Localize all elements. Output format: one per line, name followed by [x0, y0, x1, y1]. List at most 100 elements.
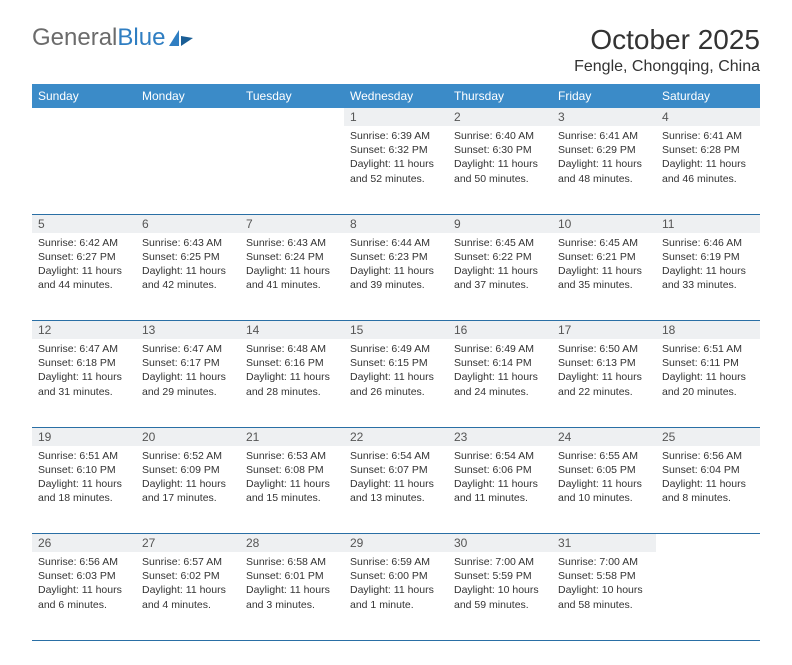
day-number-cell: 20: [136, 427, 240, 446]
day-details: Sunrise: 7:00 AMSunset: 5:59 PMDaylight:…: [448, 552, 552, 618]
day-details: Sunrise: 6:55 AMSunset: 6:05 PMDaylight:…: [552, 446, 656, 512]
day-cell: Sunrise: 6:48 AMSunset: 6:16 PMDaylight:…: [240, 339, 344, 427]
day-number: 5: [32, 215, 136, 233]
day-cell: Sunrise: 6:50 AMSunset: 6:13 PMDaylight:…: [552, 339, 656, 427]
calendar-week-row: Sunrise: 6:56 AMSunset: 6:03 PMDaylight:…: [32, 552, 760, 640]
day-cell: Sunrise: 6:40 AMSunset: 6:30 PMDaylight:…: [448, 126, 552, 214]
day-number-cell: 10: [552, 214, 656, 233]
day-number-cell: [32, 108, 136, 126]
day-number-cell: 21: [240, 427, 344, 446]
day-number-cell: 9: [448, 214, 552, 233]
day-cell: Sunrise: 6:56 AMSunset: 6:03 PMDaylight:…: [32, 552, 136, 640]
day-cell: Sunrise: 6:54 AMSunset: 6:07 PMDaylight:…: [344, 446, 448, 534]
day-details: Sunrise: 6:49 AMSunset: 6:14 PMDaylight:…: [448, 339, 552, 405]
day-details: Sunrise: 6:47 AMSunset: 6:18 PMDaylight:…: [32, 339, 136, 405]
day-number: 30: [448, 534, 552, 552]
weekday-header: Monday: [136, 84, 240, 108]
day-cell: Sunrise: 6:47 AMSunset: 6:18 PMDaylight:…: [32, 339, 136, 427]
day-number-cell: 30: [448, 534, 552, 553]
day-number-cell: 2: [448, 108, 552, 126]
day-details: Sunrise: 6:39 AMSunset: 6:32 PMDaylight:…: [344, 126, 448, 192]
day-number: 4: [656, 108, 760, 126]
calendar-table: SundayMondayTuesdayWednesdayThursdayFrid…: [32, 84, 760, 641]
title-block: October 2025 Fengle, Chongqing, China: [574, 24, 760, 76]
day-cell: Sunrise: 6:58 AMSunset: 6:01 PMDaylight:…: [240, 552, 344, 640]
daynum-row: 19202122232425: [32, 427, 760, 446]
day-number-cell: 27: [136, 534, 240, 553]
day-number: 17: [552, 321, 656, 339]
day-number: 21: [240, 428, 344, 446]
day-details: Sunrise: 6:53 AMSunset: 6:08 PMDaylight:…: [240, 446, 344, 512]
brand-part2: Blue: [117, 24, 165, 51]
day-number: 15: [344, 321, 448, 339]
day-number-cell: 25: [656, 427, 760, 446]
day-details: Sunrise: 6:54 AMSunset: 6:07 PMDaylight:…: [344, 446, 448, 512]
day-number-cell: 18: [656, 321, 760, 340]
weekday-header: Thursday: [448, 84, 552, 108]
day-details: Sunrise: 6:47 AMSunset: 6:17 PMDaylight:…: [136, 339, 240, 405]
brand-part1: General: [32, 24, 117, 51]
day-number: 10: [552, 215, 656, 233]
day-details: Sunrise: 6:42 AMSunset: 6:27 PMDaylight:…: [32, 233, 136, 299]
day-cell: Sunrise: 6:51 AMSunset: 6:11 PMDaylight:…: [656, 339, 760, 427]
day-cell: [136, 126, 240, 214]
day-number: 28: [240, 534, 344, 552]
day-number-cell: 3: [552, 108, 656, 126]
day-cell: Sunrise: 6:47 AMSunset: 6:17 PMDaylight:…: [136, 339, 240, 427]
calendar-week-row: Sunrise: 6:42 AMSunset: 6:27 PMDaylight:…: [32, 233, 760, 321]
day-number-cell: 7: [240, 214, 344, 233]
day-number-cell: 6: [136, 214, 240, 233]
day-number: 31: [552, 534, 656, 552]
day-details: Sunrise: 6:43 AMSunset: 6:24 PMDaylight:…: [240, 233, 344, 299]
day-details: Sunrise: 6:49 AMSunset: 6:15 PMDaylight:…: [344, 339, 448, 405]
day-number-cell: 11: [656, 214, 760, 233]
day-cell: [240, 126, 344, 214]
day-cell: Sunrise: 6:57 AMSunset: 6:02 PMDaylight:…: [136, 552, 240, 640]
calendar-week-row: Sunrise: 6:47 AMSunset: 6:18 PMDaylight:…: [32, 339, 760, 427]
header: GeneralBlue October 2025 Fengle, Chongqi…: [32, 24, 760, 76]
day-number: 11: [656, 215, 760, 233]
day-details: Sunrise: 6:45 AMSunset: 6:21 PMDaylight:…: [552, 233, 656, 299]
day-cell: Sunrise: 6:54 AMSunset: 6:06 PMDaylight:…: [448, 446, 552, 534]
day-number-cell: 13: [136, 321, 240, 340]
day-details: Sunrise: 6:56 AMSunset: 6:04 PMDaylight:…: [656, 446, 760, 512]
weekday-header: Saturday: [656, 84, 760, 108]
day-details: Sunrise: 6:45 AMSunset: 6:22 PMDaylight:…: [448, 233, 552, 299]
calendar-week-row: Sunrise: 6:39 AMSunset: 6:32 PMDaylight:…: [32, 126, 760, 214]
day-number-cell: 1: [344, 108, 448, 126]
day-cell: Sunrise: 6:45 AMSunset: 6:22 PMDaylight:…: [448, 233, 552, 321]
day-number-cell: 8: [344, 214, 448, 233]
day-details: Sunrise: 6:51 AMSunset: 6:10 PMDaylight:…: [32, 446, 136, 512]
day-number: [32, 108, 136, 126]
day-number: [240, 108, 344, 126]
day-number-cell: 17: [552, 321, 656, 340]
daynum-row: 1234: [32, 108, 760, 126]
day-details: Sunrise: 6:46 AMSunset: 6:19 PMDaylight:…: [656, 233, 760, 299]
weekday-header: Tuesday: [240, 84, 344, 108]
day-details: Sunrise: 6:41 AMSunset: 6:28 PMDaylight:…: [656, 126, 760, 192]
day-number: 23: [448, 428, 552, 446]
day-details: Sunrise: 6:41 AMSunset: 6:29 PMDaylight:…: [552, 126, 656, 192]
day-number: 9: [448, 215, 552, 233]
calendar-week-row: Sunrise: 6:51 AMSunset: 6:10 PMDaylight:…: [32, 446, 760, 534]
day-details: Sunrise: 6:58 AMSunset: 6:01 PMDaylight:…: [240, 552, 344, 618]
day-number: [656, 534, 760, 552]
day-number-cell: [656, 534, 760, 553]
brand-name: GeneralBlue: [32, 24, 165, 52]
day-cell: Sunrise: 6:41 AMSunset: 6:28 PMDaylight:…: [656, 126, 760, 214]
day-number: 3: [552, 108, 656, 126]
daynum-row: 262728293031: [32, 534, 760, 553]
day-number-cell: 5: [32, 214, 136, 233]
sail-icon: [167, 28, 195, 48]
day-number-cell: 12: [32, 321, 136, 340]
day-cell: Sunrise: 6:51 AMSunset: 6:10 PMDaylight:…: [32, 446, 136, 534]
day-number-cell: 26: [32, 534, 136, 553]
day-cell: Sunrise: 6:46 AMSunset: 6:19 PMDaylight:…: [656, 233, 760, 321]
brand-logo: GeneralBlue: [32, 24, 195, 52]
day-number-cell: 15: [344, 321, 448, 340]
day-details: Sunrise: 6:54 AMSunset: 6:06 PMDaylight:…: [448, 446, 552, 512]
day-details: Sunrise: 6:56 AMSunset: 6:03 PMDaylight:…: [32, 552, 136, 618]
day-number-cell: 29: [344, 534, 448, 553]
day-details: Sunrise: 6:43 AMSunset: 6:25 PMDaylight:…: [136, 233, 240, 299]
day-cell: Sunrise: 6:49 AMSunset: 6:14 PMDaylight:…: [448, 339, 552, 427]
